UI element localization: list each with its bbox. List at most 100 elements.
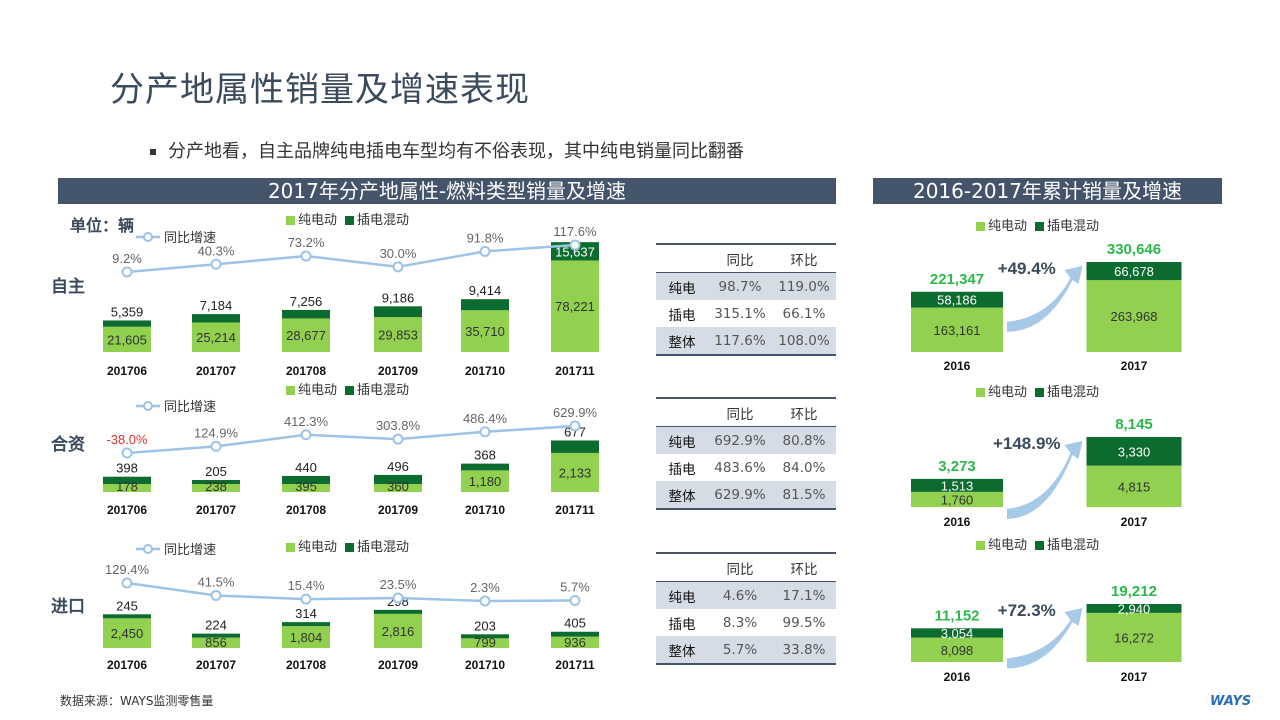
category-label: 201710 bbox=[465, 503, 505, 517]
table-header-yoy: 同比 bbox=[708, 397, 772, 427]
yoy-label: 15.4% bbox=[288, 578, 325, 593]
bar-label-bev: 2,816 bbox=[382, 624, 415, 639]
table-row-label: 纯电 bbox=[656, 426, 708, 454]
legend-bev-swatch bbox=[286, 216, 295, 225]
bar-label-bev: 2,133 bbox=[559, 465, 592, 480]
yoy-point bbox=[121, 266, 133, 278]
category-label: 201707 bbox=[196, 503, 236, 517]
bar-phev bbox=[551, 440, 599, 453]
legend-bev-label: 纯电动 bbox=[298, 213, 338, 228]
legend-bev-label: 纯电动 bbox=[298, 383, 338, 398]
yoy-point bbox=[479, 595, 491, 607]
cum-bar-bev bbox=[1086, 280, 1182, 352]
category-label: 201711 bbox=[555, 364, 595, 378]
yoy-point bbox=[210, 589, 222, 601]
category-label: 201708 bbox=[286, 658, 326, 672]
cum-bar-phev bbox=[911, 291, 1003, 308]
growth-arrow bbox=[1007, 608, 1083, 669]
table-header-yoy: 同比 bbox=[708, 243, 772, 273]
bar-phev bbox=[192, 480, 240, 484]
legend-phev-swatch bbox=[345, 543, 355, 552]
bar-label-bev: 238 bbox=[205, 479, 227, 494]
bar-label-phev: 205 bbox=[205, 464, 227, 479]
bar-label-phev: 398 bbox=[116, 461, 138, 476]
yoy-point bbox=[210, 258, 222, 270]
legend-bev-label: 纯电动 bbox=[988, 219, 1028, 234]
bar-label-bev: 35,710 bbox=[465, 324, 505, 339]
legend-monthly-import: 纯电动 插电混动 bbox=[278, 536, 409, 555]
cum-category-label: 2017 bbox=[1121, 515, 1148, 529]
legend-monthly-domestic: 纯电动 插电混动 bbox=[278, 209, 409, 228]
legend-bev-swatch bbox=[976, 388, 985, 397]
table-header-mom: 环比 bbox=[772, 243, 836, 273]
bar-label-bev: 360 bbox=[387, 479, 409, 494]
legend-cumulative-jv: 纯电动 插电混动 bbox=[968, 381, 1099, 400]
cum-bar-bev bbox=[911, 637, 1003, 662]
bar-bev bbox=[374, 613, 422, 648]
category-label: 201706 bbox=[107, 658, 147, 672]
table-row-label: 插电 bbox=[668, 307, 696, 324]
bar-label-bev: 1,804 bbox=[290, 630, 323, 645]
bar-label-phev: 314 bbox=[295, 606, 317, 621]
cum-bar-bev bbox=[911, 491, 1003, 507]
table-row-label: 插电 bbox=[668, 461, 696, 478]
yoy-legend-label: 同比增速 bbox=[164, 399, 216, 414]
bar-label-bev: 936 bbox=[564, 635, 586, 650]
category-label: 201711 bbox=[555, 658, 595, 672]
cum-bar-bev bbox=[1086, 465, 1182, 507]
bar-label-phev: 496 bbox=[387, 459, 409, 474]
cum-label-phev: 58,186 bbox=[937, 293, 977, 308]
cum-category-label: 2017 bbox=[1121, 359, 1148, 373]
bar-label-bev: 178 bbox=[116, 479, 138, 494]
bar-label-bev: 28,677 bbox=[286, 328, 326, 343]
bar-phev bbox=[374, 306, 422, 318]
legend-bev-swatch bbox=[976, 541, 985, 550]
right-section-header: 2016-2017年累计销量及增速 bbox=[873, 178, 1222, 204]
table-cell: 4.6% bbox=[708, 581, 772, 609]
growth-label: +148.9% bbox=[993, 434, 1061, 453]
cum-label-bev: 8,098 bbox=[941, 643, 974, 658]
legend-cumulative-import: 纯电动 插电混动 bbox=[968, 534, 1099, 553]
table-row-label: 纯电 bbox=[656, 581, 708, 609]
cum-label-bev: 1,760 bbox=[941, 492, 974, 507]
yoy-label: -38.0% bbox=[106, 432, 148, 447]
page-title: 分产地属性销量及增速表现 bbox=[110, 70, 530, 110]
table-cell: 108.0% bbox=[772, 327, 836, 356]
bar-bev bbox=[103, 326, 151, 352]
yoy-label: 124.9% bbox=[194, 425, 239, 440]
yoy-point bbox=[392, 433, 404, 445]
legend-bev-label: 纯电动 bbox=[988, 538, 1028, 553]
bar-phev bbox=[282, 622, 330, 627]
cum-total-label: 11,152 bbox=[934, 607, 979, 624]
yoy-point bbox=[300, 593, 312, 605]
yoy-line bbox=[126, 581, 576, 603]
legend-phev-label: 插电混动 bbox=[1047, 385, 1100, 400]
legend-phev-label: 插电混动 bbox=[357, 213, 410, 228]
bar-label-bev: 1,180 bbox=[469, 474, 502, 489]
bar-bev bbox=[192, 637, 240, 648]
yoy-label: 303.8% bbox=[376, 418, 421, 433]
yoy-point bbox=[569, 239, 581, 251]
cum-bar-phev bbox=[1086, 262, 1182, 281]
bar-label-phev: 7,184 bbox=[200, 298, 233, 313]
yoy-point bbox=[479, 426, 491, 438]
bar-label-bev: 2,450 bbox=[111, 626, 144, 641]
legend-monthly-jv: 纯电动 插电混动 bbox=[278, 379, 409, 398]
bar-label-bev: 799 bbox=[474, 635, 496, 650]
category-label: 201708 bbox=[286, 503, 326, 517]
yoy-line bbox=[126, 424, 576, 455]
yoy-label: 129.4% bbox=[105, 562, 150, 577]
cum-label-bev: 163,161 bbox=[934, 323, 981, 338]
bar-bev bbox=[282, 318, 330, 352]
bullet-text-content: 分产地看，自主品牌纯电插电车型均有不俗表现，其中纯电销量同比翻番 bbox=[168, 141, 744, 162]
bar-label-bev: 25,214 bbox=[196, 330, 236, 345]
growth-arrow bbox=[1007, 441, 1083, 519]
bar-phev bbox=[192, 314, 240, 323]
cum-total-label: 3,273 bbox=[938, 458, 976, 475]
bar-label-phev: 9,186 bbox=[382, 290, 415, 305]
category-label: 201707 bbox=[196, 364, 236, 378]
bar-bev bbox=[374, 484, 422, 492]
bullet-text: 分产地看，自主品牌纯电插电车型均有不俗表现，其中纯电销量同比翻番 bbox=[150, 137, 744, 163]
legend-bev-swatch bbox=[976, 222, 985, 231]
